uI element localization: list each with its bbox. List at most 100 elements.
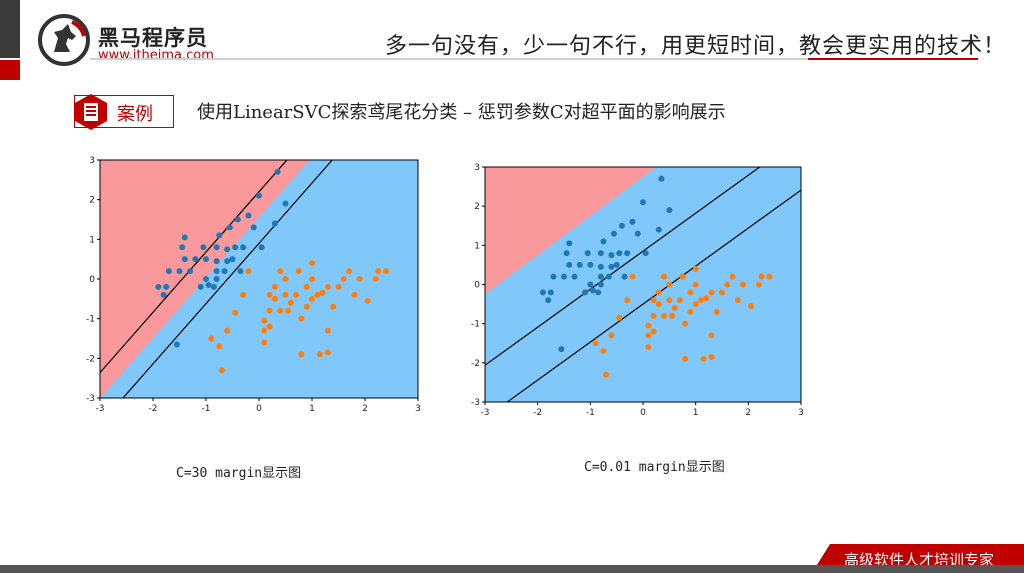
chart-caption-c001: C=0.01 margin显示图: [584, 460, 725, 475]
data-point-blue: [192, 256, 199, 263]
data-point-blue: [213, 258, 220, 265]
data-point-blue: [256, 192, 262, 199]
data-point-orange: [692, 301, 699, 308]
data-point-orange: [682, 355, 689, 362]
data-point-blue: [155, 283, 162, 290]
data-point-orange: [298, 351, 305, 358]
data-point-orange: [240, 291, 247, 298]
data-point-orange: [708, 289, 715, 296]
left-accent-bar-dark: [0, 0, 20, 58]
x-tick-label: 3: [415, 404, 421, 414]
data-point-orange: [282, 291, 289, 298]
data-point-orange: [747, 303, 754, 310]
data-point-orange: [734, 297, 741, 304]
data-point-blue: [582, 289, 589, 296]
data-point-orange: [645, 344, 652, 351]
y-tick-label: 2: [474, 202, 480, 212]
data-point-orange: [650, 328, 657, 335]
data-point-orange: [687, 308, 694, 315]
data-point-orange: [335, 283, 342, 290]
data-point-orange: [319, 289, 326, 296]
data-point-blue: [642, 250, 649, 257]
chart-c30: -3 -2 -1 0 1 2 3 3 2 1 0 -1 -2 -3: [86, 156, 421, 414]
data-point-orange: [324, 283, 331, 290]
data-point-blue: [597, 250, 604, 257]
data-point-orange: [271, 283, 278, 290]
header-divider: [90, 58, 908, 60]
data-point-orange: [758, 273, 765, 280]
data-point-orange: [383, 268, 390, 275]
data-point-orange: [645, 332, 652, 339]
data-point-blue: [629, 218, 636, 225]
brand-url[interactable]: www.itheima.com: [98, 48, 214, 63]
data-point-orange: [351, 291, 358, 298]
data-point-blue: [640, 199, 646, 206]
data-point-orange: [687, 289, 694, 296]
data-point-orange: [218, 367, 225, 374]
data-point-blue: [547, 289, 554, 296]
data-point-orange: [232, 309, 239, 316]
data-point-orange: [324, 327, 331, 334]
data-point-orange: [245, 268, 252, 275]
data-point-orange: [703, 295, 710, 302]
y-tick-label: 0: [89, 275, 95, 285]
x-tick-label: -2: [533, 408, 542, 417]
x-tick-label: 0: [256, 404, 262, 414]
data-point-orange: [277, 307, 284, 314]
y-tick-label: -2: [471, 359, 480, 369]
data-point-blue: [224, 258, 231, 265]
data-point-orange: [682, 320, 689, 327]
data-point-blue: [258, 244, 265, 251]
data-point-blue: [213, 244, 220, 251]
data-point-blue: [213, 276, 220, 282]
x-tick-label: 2: [745, 408, 751, 417]
data-point-blue: [600, 238, 607, 245]
y-tick-label: -1: [471, 320, 480, 330]
data-point-orange: [600, 348, 607, 355]
data-point-orange: [708, 332, 715, 339]
data-point-blue: [226, 224, 233, 231]
data-point-blue: [274, 168, 281, 175]
y-tick-label: -2: [86, 354, 95, 364]
data-point-blue: [576, 261, 583, 268]
data-point-blue: [550, 273, 557, 280]
data-point-orange: [309, 260, 315, 267]
data-point-orange: [314, 291, 321, 298]
data-point-orange: [661, 312, 668, 319]
data-point-blue: [618, 222, 625, 229]
x-tick-label: -3: [96, 404, 105, 414]
data-point-blue: [221, 268, 228, 275]
data-point-blue: [613, 261, 620, 268]
chart-caption-c30: C=30 margin显示图: [176, 466, 302, 481]
data-point-orange: [645, 322, 652, 329]
data-point-blue: [187, 268, 194, 275]
data-point-orange: [356, 276, 363, 282]
data-point-blue: [605, 273, 612, 280]
data-point-blue: [250, 224, 257, 231]
data-point-blue: [163, 283, 170, 290]
y-tick-label: 1: [474, 241, 480, 251]
data-point-orange: [266, 323, 273, 330]
x-tick-label: 0: [640, 408, 646, 417]
data-point-blue: [608, 263, 615, 270]
data-point-blue: [587, 281, 594, 288]
data-point-orange: [616, 314, 623, 321]
data-point-blue: [584, 250, 591, 257]
x-tick-label: 2: [362, 404, 368, 414]
data-point-orange: [346, 268, 353, 275]
brand-name: 黑马程序员: [98, 26, 208, 50]
data-point-blue: [587, 261, 594, 268]
section-title: 使用LinearSVC探索鸢尾花分类 – 惩罚参数C对超平面的影响展示: [197, 102, 726, 123]
data-point-blue: [666, 207, 673, 214]
data-point-orange: [266, 307, 273, 314]
data-point-orange: [650, 297, 657, 304]
data-point-blue: [558, 346, 565, 353]
margin-line-1: [506, 189, 801, 402]
document-icon: [75, 94, 107, 130]
data-point-orange: [375, 268, 382, 275]
x-tick-label: 1: [693, 408, 699, 417]
y-tick-label: 0: [474, 281, 480, 291]
data-point-orange: [661, 273, 668, 280]
x-tick-label: 3: [798, 408, 804, 417]
data-point-blue: [655, 226, 662, 233]
